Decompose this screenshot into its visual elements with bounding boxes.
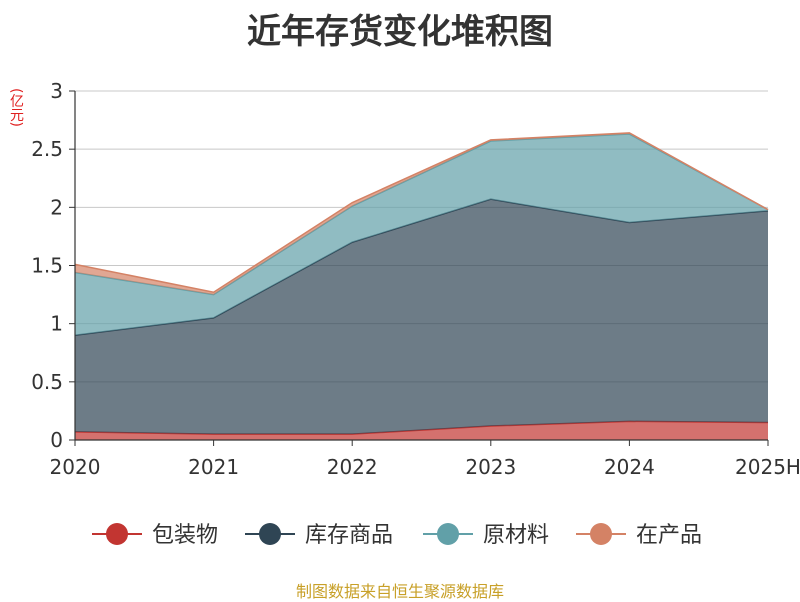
legend-label: 在产品 [636,523,702,548]
y-tick-label: 1 [50,312,63,336]
y-tick-label: 3 [50,79,63,103]
y-tick-label: 2.5 [31,137,63,161]
axes: 0 0.5 1 1.5 2 2.5 3 2020 2021 2022 2023 2024 2025H [31,79,800,479]
legend-marker-icon [590,523,612,545]
legend-label: 库存商品 [305,523,393,548]
x-tick-label: 2020 [50,455,101,479]
area-series [74,132,769,440]
y-tick-label: 2 [50,195,63,219]
legend-item-库存商品[interactable]: 库存商品 [245,523,393,548]
data-source-note: 制图数据来自恒生聚源数据库 [295,582,504,601]
x-tick-label: 2021 [188,455,239,479]
legend[interactable]: 包装物 库存商品 原材料 在产品 [92,523,702,548]
area-原材料 [75,134,768,336]
y-tick-label: 1.5 [31,254,63,278]
legend-marker-icon [106,523,128,545]
x-tick-label: 2024 [604,455,655,479]
legend-marker-icon [437,523,459,545]
x-tick-label: 2023 [465,455,516,479]
series-line-在产品 [74,132,769,294]
y-tick-label: 0 [50,428,63,452]
legend-item-原材料[interactable]: 原材料 [423,523,549,548]
legend-label: 原材料 [483,523,549,548]
chart-title: 近年存货变化堆积图 [247,12,553,52]
x-tick-label: 2022 [327,455,378,479]
area-库存商品 [75,199,768,435]
legend-marker-icon [259,523,281,545]
y-tick-label: 0.5 [31,370,63,394]
legend-label: 包装物 [152,523,218,548]
x-tick-label: 2025H [735,455,800,479]
y-axis-unit-label: (亿元) [8,88,24,127]
legend-item-在产品[interactable]: 在产品 [576,523,702,548]
legend-item-包装物[interactable]: 包装物 [92,523,218,548]
